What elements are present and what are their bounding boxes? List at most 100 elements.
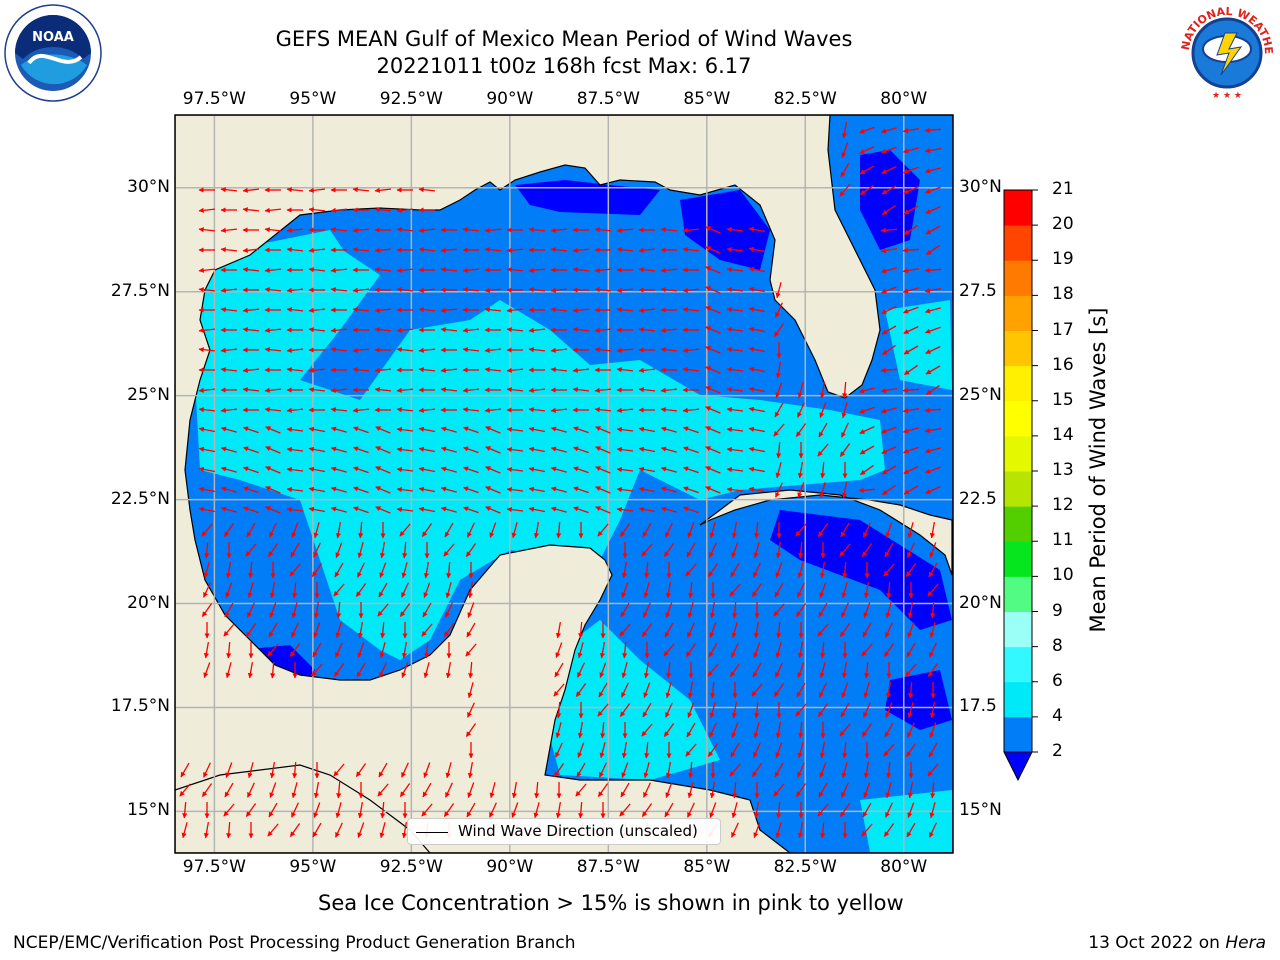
wave-direction-arrow <box>313 782 320 799</box>
wave-direction-arrow <box>886 761 892 779</box>
wave-direction-arrow <box>881 166 897 174</box>
wave-direction-arrow <box>882 204 896 216</box>
wave-direction-arrow <box>467 762 474 779</box>
wave-direction-arrow <box>682 367 700 373</box>
wave-direction-arrow <box>687 782 694 799</box>
wave-direction-arrow <box>440 426 457 433</box>
lat-label-right: 22.5 <box>959 488 997 509</box>
lon-label-top: 85°W <box>683 89 731 109</box>
wave-direction-arrow <box>308 187 326 193</box>
wave-direction-arrow <box>506 427 524 433</box>
wave-direction-arrow <box>731 822 739 838</box>
wave-direction-arrow <box>726 327 744 333</box>
wave-direction-arrow <box>550 446 567 453</box>
wave-direction-arrow <box>396 467 414 473</box>
wave-direction-arrow <box>641 803 653 817</box>
wave-direction-arrow <box>379 662 387 678</box>
wave-direction-arrow <box>665 782 673 799</box>
svg-text:★ ★ ★: ★ ★ ★ <box>1212 91 1242 101</box>
lat-label-right: 17.5 <box>959 696 997 717</box>
wave-direction-arrow <box>418 486 435 493</box>
wave-direction-arrow <box>312 642 322 658</box>
wave-direction-arrow <box>709 722 717 738</box>
wave-direction-arrow <box>621 682 629 698</box>
wave-direction-arrow <box>907 622 915 639</box>
wave-direction-arrow <box>528 407 546 413</box>
wave-direction-arrow <box>839 723 851 737</box>
wave-direction-arrow <box>726 287 744 293</box>
wave-direction-arrow <box>467 522 475 538</box>
wave-direction-arrow <box>556 701 562 719</box>
wave-direction-arrow <box>795 423 807 437</box>
wave-direction-arrow <box>380 801 386 819</box>
wave-direction-arrow <box>616 487 634 493</box>
wave-direction-arrow <box>660 267 678 273</box>
wave-direction-arrow <box>664 802 674 818</box>
wave-direction-arrow <box>289 643 301 657</box>
wave-direction-arrow <box>795 703 807 717</box>
wave-direction-arrow <box>841 122 848 139</box>
wave-direction-arrow <box>242 506 259 514</box>
wave-direction-arrow <box>616 287 634 293</box>
wave-direction-arrow <box>418 426 435 433</box>
colorbar-segment <box>1004 576 1032 612</box>
wave-direction-arrow <box>885 782 892 799</box>
wave-direction-arrow <box>242 247 260 253</box>
wave-direction-arrow <box>775 662 783 678</box>
wave-direction-arrow <box>731 522 738 539</box>
wave-direction-arrow <box>709 802 717 819</box>
wave-direction-arrow <box>554 662 564 678</box>
wave-direction-arrow <box>731 642 739 658</box>
wave-direction-arrow <box>247 662 254 679</box>
wave-direction-arrow <box>375 506 391 514</box>
colorbar-tick-label: 17 <box>1052 319 1074 340</box>
wave-direction-arrow <box>924 127 942 133</box>
wave-direction-arrow <box>906 642 916 658</box>
wave-direction-arrow <box>732 601 738 619</box>
wave-direction-arrow <box>748 426 765 433</box>
wave-direction-arrow <box>903 186 919 194</box>
wave-direction-arrow <box>201 523 213 537</box>
legend-line-swatch <box>416 832 448 833</box>
colorbar-tick-label: 10 <box>1052 565 1074 586</box>
wave-direction-arrow <box>682 426 699 434</box>
wave-direction-arrow <box>313 522 320 539</box>
wave-direction-arrow <box>267 643 279 657</box>
wave-direction-arrow <box>752 662 762 678</box>
wave-direction-arrow <box>424 641 430 659</box>
wave-direction-arrow <box>905 563 917 577</box>
wave-direction-arrow <box>555 622 562 639</box>
colorbar-segment <box>1004 646 1032 683</box>
wave-direction-arrow <box>775 282 782 299</box>
wave-direction-arrow <box>880 146 897 154</box>
wave-direction-arrow <box>705 366 721 374</box>
wave-direction-arrow <box>550 347 568 353</box>
wave-direction-arrow <box>663 723 675 737</box>
wave-direction-arrow <box>597 523 609 537</box>
wind-wave-direction-arrows <box>179 122 942 839</box>
wave-direction-arrow <box>616 447 634 453</box>
wave-direction-arrow <box>705 346 721 354</box>
wave-direction-arrow <box>446 561 452 579</box>
wave-direction-arrow <box>421 523 433 537</box>
wave-direction-arrow <box>550 247 568 253</box>
wave-direction-arrow <box>289 823 301 837</box>
wave-direction-arrow <box>550 466 567 473</box>
wave-direction-arrow <box>644 741 650 759</box>
wave-direction-arrow <box>484 367 502 373</box>
wave-direction-arrow <box>264 227 282 233</box>
colorbar-segment <box>1004 716 1032 753</box>
wave-direction-arrow <box>726 247 744 253</box>
wave-direction-arrow <box>839 183 851 197</box>
colorbar-segment <box>1004 190 1032 226</box>
wave-direction-arrow <box>927 583 939 597</box>
wave-direction-arrow <box>774 582 784 598</box>
wave-direction-arrow <box>907 722 915 738</box>
wave-direction-arrow <box>904 364 918 376</box>
wave-direction-arrow <box>269 782 277 799</box>
wave-direction-arrow <box>330 446 347 453</box>
wave-direction-arrow <box>638 367 656 373</box>
wave-direction-arrow <box>330 327 348 333</box>
wave-direction-arrow <box>616 227 634 233</box>
wave-direction-arrow <box>335 642 343 658</box>
